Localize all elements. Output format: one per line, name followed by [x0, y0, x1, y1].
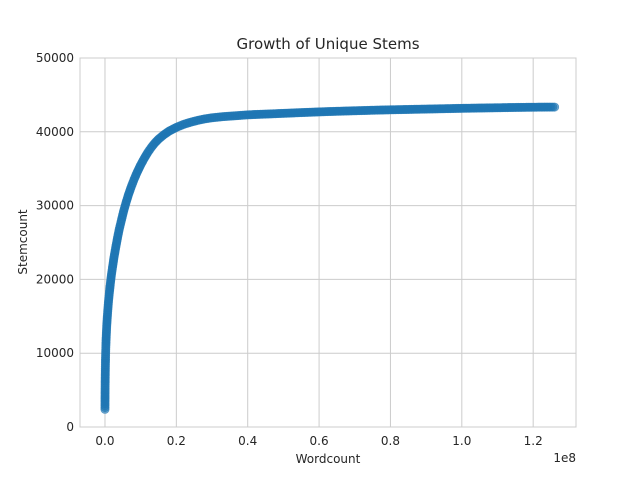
x-axis-offset-label: 1e8: [553, 451, 576, 465]
x-tick-labels: 0.0 0.2 0.4 0.6 0.8 1.0 1.2: [95, 434, 542, 448]
x-tick-label: 0.6: [310, 434, 329, 448]
y-tick-label: 0: [66, 420, 74, 434]
y-tick-label: 10000: [36, 346, 74, 360]
scatter-point: [550, 102, 560, 112]
x-tick-label: 1.2: [524, 434, 543, 448]
y-tick-label: 40000: [36, 125, 74, 139]
x-tick-label: 1.0: [452, 434, 471, 448]
x-tick-label: 0.4: [238, 434, 257, 448]
x-tick-label: 0.0: [95, 434, 114, 448]
scatter-points: [100, 102, 560, 414]
plot-area: [80, 58, 576, 427]
y-tick-labels: 0 10000 20000 30000 40000 50000: [36, 51, 74, 434]
chart-title: Growth of Unique Stems: [236, 35, 419, 53]
x-tick-label: 0.2: [167, 434, 186, 448]
y-tick-label: 20000: [36, 272, 74, 286]
x-tick-label: 0.8: [381, 434, 400, 448]
x-axis-label: Wordcount: [296, 452, 361, 466]
plot-frame: [79, 57, 577, 428]
y-axis-label: Stemcount: [16, 209, 30, 275]
axes-spines: [79, 57, 577, 428]
y-tick-label: 30000: [36, 199, 74, 213]
y-tick-label: 50000: [36, 51, 74, 65]
